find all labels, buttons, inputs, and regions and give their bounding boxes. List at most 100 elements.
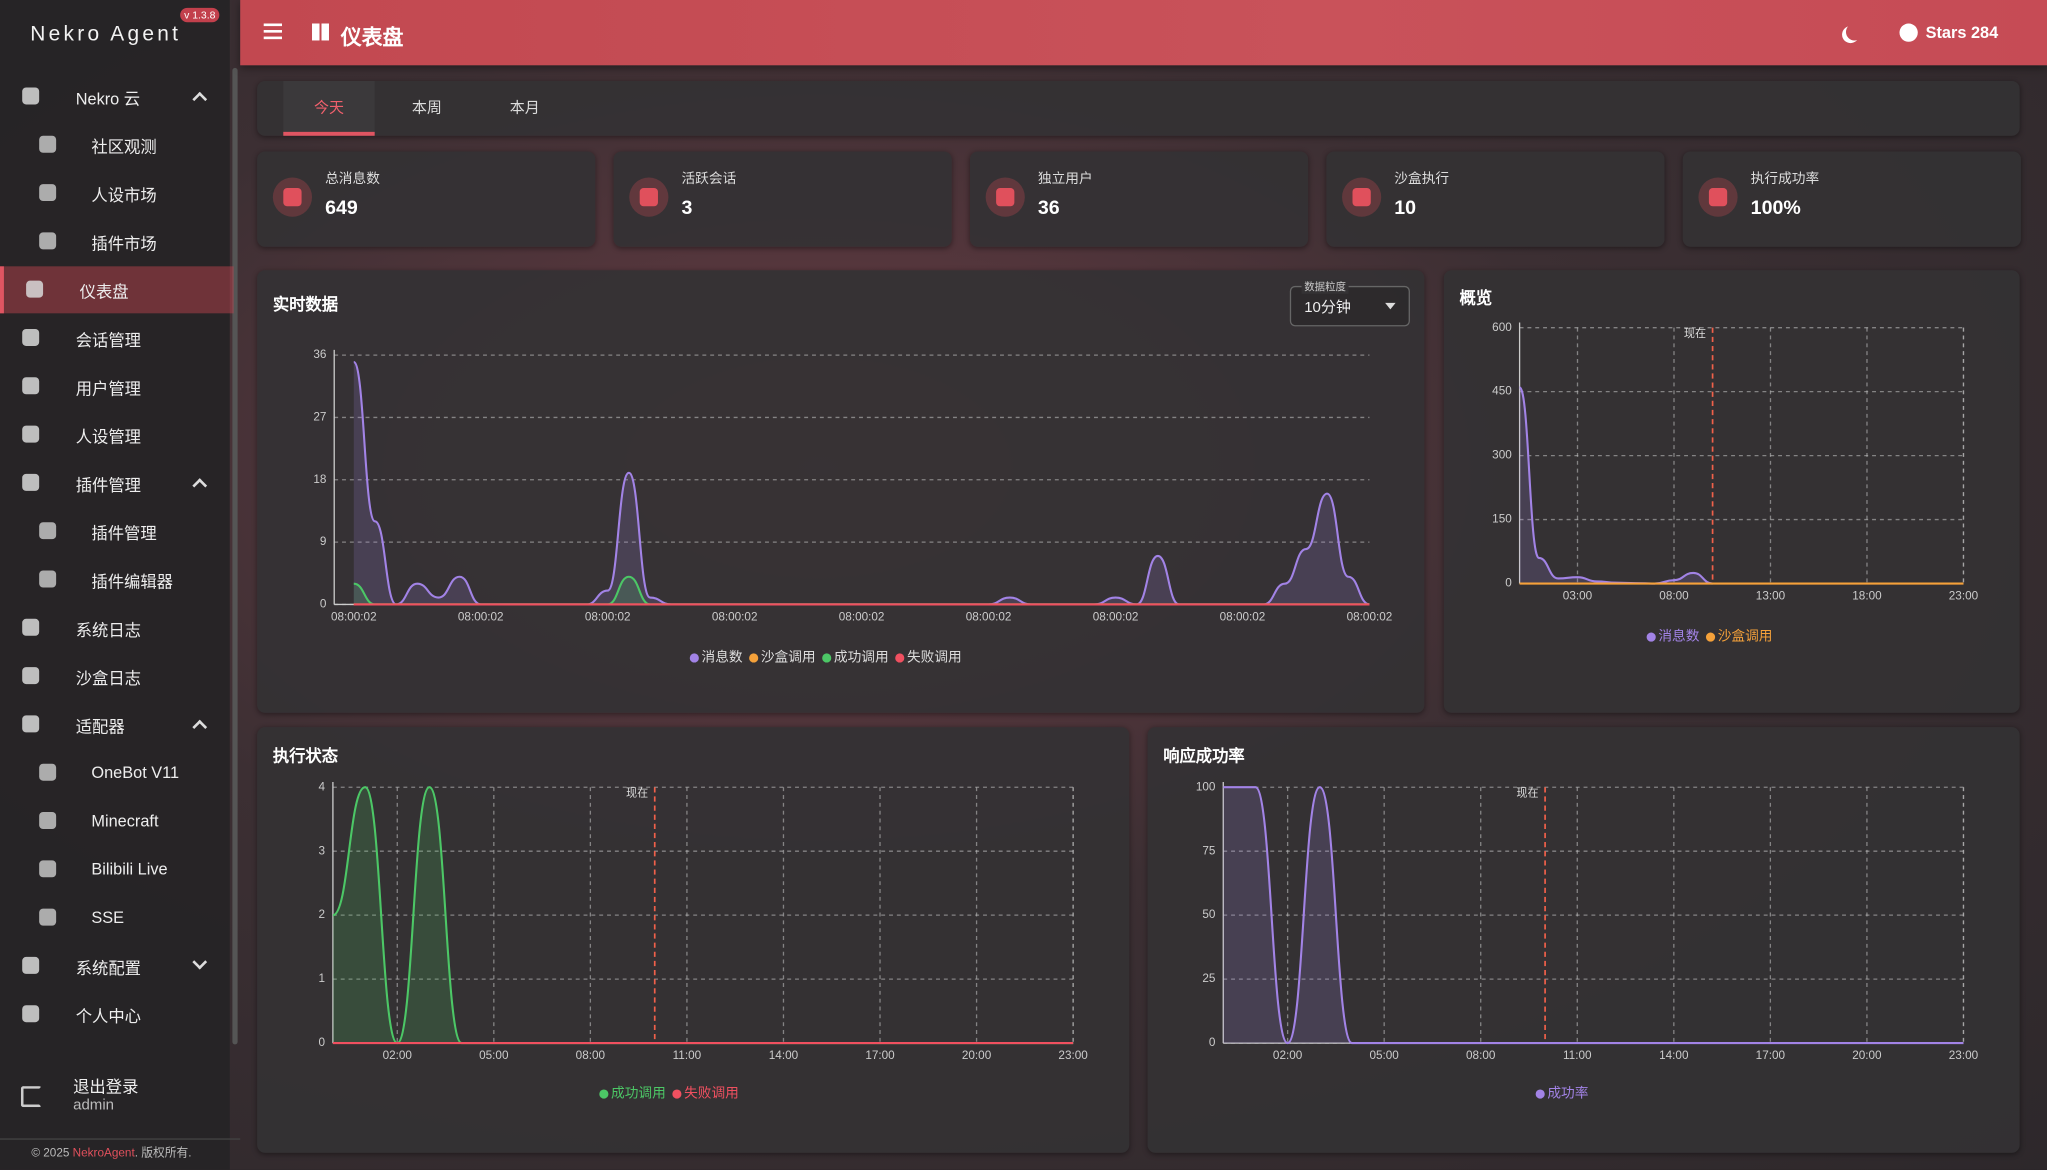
menu-label: 适配器 bbox=[75, 717, 125, 736]
stat-card: 沙盒执行 10 bbox=[1326, 151, 1665, 247]
series-area bbox=[353, 576, 1370, 605]
dashboard-icon bbox=[312, 23, 329, 41]
stat-value: 100% bbox=[1750, 197, 1801, 220]
select-caret bbox=[1385, 302, 1396, 310]
menu-item[interactable]: 插件管理 bbox=[0, 460, 230, 507]
menu-icon bbox=[39, 135, 57, 153]
menu-item[interactable]: 系统配置 bbox=[0, 943, 230, 990]
menu-item[interactable]: 会话管理 bbox=[0, 315, 230, 362]
stat-label: 活跃会话 bbox=[681, 171, 737, 187]
y-tick-label: 100 bbox=[1196, 780, 1216, 793]
submenu-item[interactable]: SSE bbox=[0, 894, 230, 941]
menu-item[interactable]: 人设管理 bbox=[0, 411, 230, 458]
menu-label: 仪表盘 bbox=[79, 282, 129, 301]
stat-card: 执行成功率 100% bbox=[1682, 151, 2021, 247]
y-tick-label: 4 bbox=[319, 780, 326, 793]
y-tick-label: 450 bbox=[1492, 385, 1512, 398]
menu-icon bbox=[39, 860, 57, 878]
y-tick-label: 600 bbox=[1492, 321, 1512, 334]
menu-item[interactable]: 系统日志 bbox=[0, 604, 230, 651]
submenu-item[interactable]: 人设市场 bbox=[0, 170, 230, 217]
menu-label: Bilibili Live bbox=[91, 860, 168, 879]
stat-card: 总消息数 649 bbox=[257, 151, 596, 247]
submenu-item[interactable]: 社区观测 bbox=[0, 121, 230, 168]
legend-label: 成功率 bbox=[1547, 1085, 1588, 1101]
series-line bbox=[1518, 386, 1713, 585]
y-tick-label: 27 bbox=[313, 411, 326, 424]
select-label: 数据粒度 bbox=[1301, 279, 1349, 294]
logout[interactable]: 退出登录 bbox=[73, 1078, 139, 1097]
legend-dot bbox=[689, 653, 699, 663]
menu-label: 插件市场 bbox=[91, 234, 157, 253]
x-tick-label: 08:00 bbox=[576, 1049, 606, 1062]
github-stars[interactable]: Stars 284 bbox=[1925, 23, 1999, 42]
menu-item[interactable]: 沙盒日志 bbox=[0, 653, 230, 700]
submenu-item[interactable]: 插件市场 bbox=[0, 218, 230, 265]
menu-label: OneBot V11 bbox=[91, 763, 180, 782]
granularity-select[interactable]: 数据粒度 10分钟 bbox=[1289, 279, 1410, 327]
menu-label: 用户管理 bbox=[75, 379, 142, 398]
menu-label: 沙盒日志 bbox=[75, 669, 142, 688]
legend-dot bbox=[672, 1089, 682, 1099]
brand: Nekro Agent bbox=[30, 23, 182, 46]
x-tick-label: 05:00 bbox=[479, 1049, 509, 1062]
submenu-item[interactable]: 插件编辑器 bbox=[0, 556, 230, 603]
x-tick-label: 20:00 bbox=[1852, 1049, 1882, 1062]
menu-icon bbox=[22, 377, 40, 395]
legend-label: 消息数 bbox=[702, 649, 743, 665]
menu-item[interactable]: Nekro 云 bbox=[0, 73, 230, 120]
y-tick-label: 18 bbox=[313, 473, 327, 486]
stat-value: 36 bbox=[1037, 197, 1060, 220]
menu-icon bbox=[39, 232, 57, 250]
tab[interactable]: 今天 bbox=[283, 80, 375, 136]
version-badge: v 1.3.8 bbox=[180, 7, 220, 23]
menu-label: 系统日志 bbox=[75, 620, 142, 640]
chart-card bbox=[257, 727, 1130, 1153]
menu-item[interactable]: 仪表盘 bbox=[0, 266, 234, 314]
submenu-item[interactable]: 插件管理 bbox=[0, 508, 230, 555]
stat-label: 独立用户 bbox=[1037, 171, 1093, 187]
legend-label: 成功调用 bbox=[834, 650, 889, 665]
submenu-item[interactable]: Minecraft bbox=[0, 798, 230, 845]
tab[interactable]: 本周 bbox=[411, 100, 442, 117]
stat-icon-glyph bbox=[639, 187, 658, 207]
menu-item[interactable]: 用户管理 bbox=[0, 363, 230, 410]
stat-card: 活跃会话 3 bbox=[613, 151, 952, 247]
y-tick-label: 150 bbox=[1492, 513, 1512, 526]
x-tick-label: 17:00 bbox=[865, 1049, 895, 1062]
y-tick-label: 9 bbox=[320, 535, 327, 548]
menu-label: 人设市场 bbox=[91, 186, 157, 205]
legend-dot bbox=[822, 653, 832, 663]
menu-item[interactable]: 适配器 bbox=[0, 701, 230, 748]
menu-item[interactable]: 个人中心 bbox=[0, 991, 230, 1038]
submenu-item[interactable]: OneBot V11 bbox=[0, 749, 230, 796]
legend-label: 失败调用 bbox=[684, 1086, 739, 1101]
y-tick-label: 0 bbox=[1505, 577, 1512, 590]
footer-text: . 版权所有. bbox=[134, 1146, 192, 1160]
x-tick-label: 08:00:02 bbox=[1093, 611, 1139, 624]
x-tick-label: 08:00:02 bbox=[1220, 611, 1266, 624]
submenu-item[interactable]: Bilibili Live bbox=[0, 846, 230, 893]
legend-label: 沙盒调用 bbox=[761, 649, 816, 665]
menu-button[interactable] bbox=[263, 23, 282, 27]
x-tick-label: 20:00 bbox=[962, 1049, 992, 1062]
legend-dot bbox=[749, 653, 759, 663]
y-tick-label: 0 bbox=[320, 598, 327, 611]
tab[interactable]: 本月 bbox=[509, 100, 540, 117]
page-title: 仪表盘 bbox=[340, 27, 404, 50]
y-tick-label: 36 bbox=[313, 348, 327, 361]
x-tick-label: 02:00 bbox=[383, 1049, 413, 1062]
menu-icon bbox=[22, 956, 40, 974]
y-tick-label: 25 bbox=[1202, 972, 1216, 985]
x-tick-label: 05:00 bbox=[1369, 1049, 1399, 1062]
menu-label: 插件编辑器 bbox=[91, 572, 173, 591]
chart-card bbox=[1147, 727, 2020, 1153]
legend-dot bbox=[895, 653, 905, 663]
series-line bbox=[353, 575, 1370, 606]
select-value: 10分钟 bbox=[1304, 300, 1351, 316]
chart-card bbox=[257, 270, 1425, 713]
menu-label: 会话管理 bbox=[75, 330, 142, 350]
footer-link[interactable]: NekroAgent bbox=[72, 1146, 135, 1160]
